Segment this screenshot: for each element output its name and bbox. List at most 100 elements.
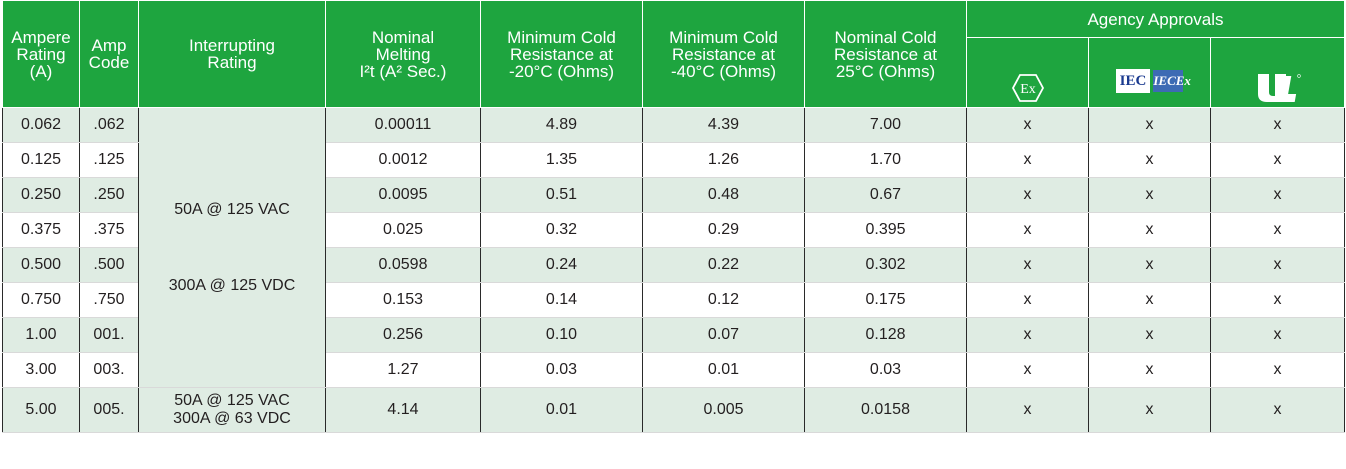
cell-ampere: 0.500	[2, 247, 80, 283]
cell-r20: 0.14	[480, 282, 643, 318]
cell-ampere: 0.375	[2, 212, 80, 248]
ul-recognized-icon	[1255, 55, 1301, 107]
cell-approval-ul: x	[1209, 317, 1346, 353]
table-row: 3.00 003. 1.27 0.03 0.01 0.03 x x x	[2, 352, 1346, 388]
cell-approval-iec: x	[1088, 177, 1211, 213]
cell-melting: 0.153	[325, 282, 481, 318]
cell-melting: 4.14	[325, 387, 481, 433]
col-header-min-cold-40: Minimum Cold Resistance at -40°C (Ohms)	[642, 0, 805, 108]
cell-approval-iec: x	[1088, 317, 1211, 353]
table-row: 0.125 .125 0.0012 1.35 1.26 1.70 x x x	[2, 142, 1346, 178]
cell-approval-ex: x	[966, 282, 1089, 318]
cell-approval-iec: x	[1088, 387, 1211, 433]
cell-r25: 0.0158	[804, 387, 967, 433]
col-header-min-cold-20: Minimum Cold Resistance at -20°C (Ohms)	[480, 0, 643, 108]
iec-iecex-icon-cell: IEC IECEx	[1088, 37, 1211, 108]
cell-approval-ex: x	[966, 317, 1089, 353]
cell-code: .062	[79, 107, 139, 143]
cell-r25: 0.67	[804, 177, 967, 213]
cell-approval-ex: x	[966, 107, 1089, 143]
cell-r25: 0.128	[804, 317, 967, 353]
col-header-agency-approvals: Agency Approvals	[965, 0, 1346, 38]
cell-interrupting-merged: 50A @ 125 VAC 300A @ 125 VDC	[138, 107, 326, 388]
cell-melting: 0.00011	[325, 107, 481, 143]
cell-ampere: 3.00	[2, 352, 80, 388]
cell-ampere: 0.250	[2, 177, 80, 213]
cell-approval-ul: x	[1209, 282, 1346, 318]
iecex-logo-icon: IECEx	[1153, 70, 1191, 92]
cell-r20: 0.32	[480, 212, 643, 248]
cell-r25: 0.395	[804, 212, 967, 248]
cell-code: 005.	[79, 387, 139, 433]
cell-approval-ex: x	[966, 142, 1089, 178]
cell-approval-ul: x	[1209, 212, 1346, 248]
cell-r25: 0.302	[804, 247, 967, 283]
cell-r25: 7.00	[804, 107, 967, 143]
cell-approval-ex: x	[966, 352, 1089, 388]
cell-r40: 0.07	[642, 317, 805, 353]
cell-code: .750	[79, 282, 139, 318]
cell-approval-ul: x	[1209, 107, 1346, 143]
col-header-ampere-rating: Ampere Rating (A)	[2, 0, 80, 108]
ul-recognized-icon-cell	[1209, 37, 1346, 108]
cell-code: .125	[79, 142, 139, 178]
cell-approval-iec: x	[1088, 107, 1211, 143]
cell-approval-ul: x	[1209, 177, 1346, 213]
table-row: 0.250 .250 0.0095 0.51 0.48 0.67 x x x	[2, 177, 1346, 213]
table-body: 0.062 .062 50A @ 125 VAC 300A @ 125 VDC …	[2, 107, 1346, 433]
cell-melting: 0.025	[325, 212, 481, 248]
cell-r40: 0.22	[642, 247, 805, 283]
table-row: 0.375 .375 0.025 0.32 0.29 0.395 x x x	[2, 212, 1346, 248]
cell-r25: 1.70	[804, 142, 967, 178]
cell-r40: 0.12	[642, 282, 805, 318]
cell-r20: 4.89	[480, 107, 643, 143]
cell-ampere: 5.00	[2, 387, 80, 433]
cell-r40: 4.39	[642, 107, 805, 143]
cell-r40: 1.26	[642, 142, 805, 178]
cell-code: .250	[79, 177, 139, 213]
cell-melting: 0.0012	[325, 142, 481, 178]
cell-melting: 0.0598	[325, 247, 481, 283]
col-header-amp-code: Amp Code	[79, 0, 139, 108]
iec-iecex-icon: IEC IECEx	[1115, 69, 1191, 93]
cell-approval-iec: x	[1088, 282, 1211, 318]
cell-ampere: 0.062	[2, 107, 80, 143]
cell-r20: 1.35	[480, 142, 643, 178]
cell-r40: 0.48	[642, 177, 805, 213]
iec-logo-icon: IEC	[1115, 69, 1151, 93]
cell-r40: 0.29	[642, 212, 805, 248]
table-header: Ampere Rating (A) Amp Code Interrupting …	[2, 0, 1346, 108]
cell-approval-ex: x	[966, 247, 1089, 283]
cell-melting: 0.0095	[325, 177, 481, 213]
cell-melting: 1.27	[325, 352, 481, 388]
cell-ampere: 0.750	[2, 282, 80, 318]
cell-r40: 0.005	[642, 387, 805, 433]
cell-ampere: 0.125	[2, 142, 80, 178]
table-row: 0.750 .750 0.153 0.14 0.12 0.175 x x x	[2, 282, 1346, 318]
cell-r25: 0.175	[804, 282, 967, 318]
table-row: 0.062 .062 50A @ 125 VAC 300A @ 125 VDC …	[2, 107, 1346, 388]
cell-approval-ex: x	[966, 177, 1089, 213]
fuse-spec-table: Ampere Rating (A) Amp Code Interrupting …	[2, 0, 1346, 433]
table-row: 5.00 005. 50A @ 125 VAC 300A @ 63 VDC 4.…	[2, 387, 1346, 433]
cell-approval-iec: x	[1088, 142, 1211, 178]
cell-interrupting: 50A @ 125 VAC 300A @ 63 VDC	[138, 387, 326, 433]
cell-melting: 0.256	[325, 317, 481, 353]
ex-atex-icon: Ex	[1011, 56, 1045, 106]
cell-r25: 0.03	[804, 352, 967, 388]
col-header-nominal-melting: Nominal Melting I²t (A² Sec.)	[325, 0, 481, 108]
cell-approval-ul: x	[1209, 142, 1346, 178]
cell-approval-iec: x	[1088, 352, 1211, 388]
cell-approval-ul: x	[1209, 352, 1346, 388]
table-row: 0.500 .500 0.0598 0.24 0.22 0.302 x x x	[2, 247, 1346, 283]
cell-r20: 0.01	[480, 387, 643, 433]
cell-r20: 0.03	[480, 352, 643, 388]
cell-code: .500	[79, 247, 139, 283]
cell-approval-ul: x	[1209, 247, 1346, 283]
cell-approval-iec: x	[1088, 212, 1211, 248]
col-header-interrupting-rating: Interrupting Rating	[138, 0, 326, 108]
cell-code: 003.	[79, 352, 139, 388]
ex-atex-icon-cell: Ex	[966, 37, 1089, 108]
cell-approval-iec: x	[1088, 247, 1211, 283]
